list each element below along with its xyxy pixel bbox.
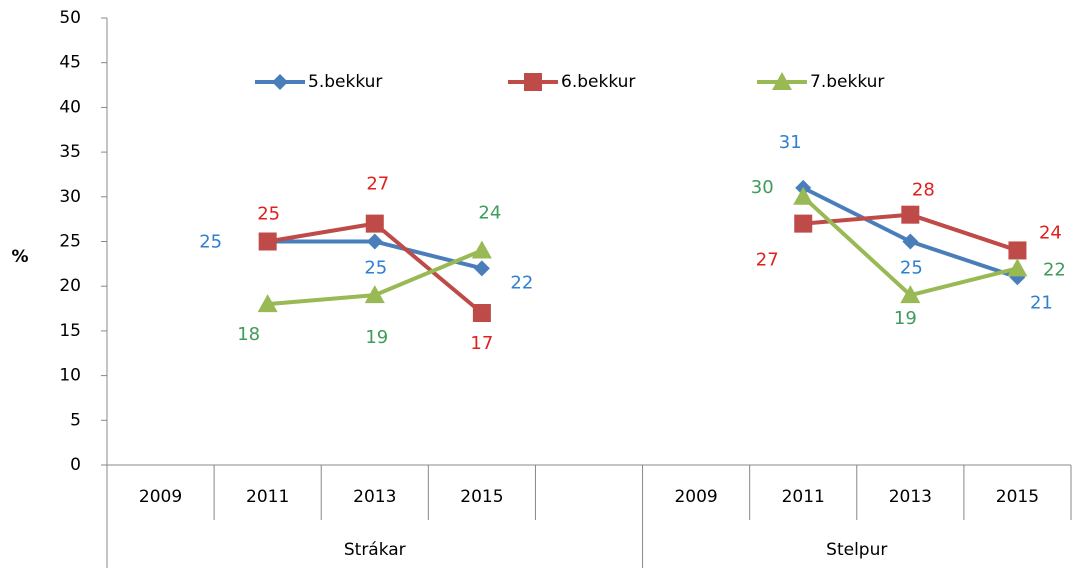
legend-marker [524,73,542,91]
data-label: 17 [470,333,493,354]
y-tick-label: 15 [59,321,81,341]
y-tick-label: 50 [59,8,81,28]
point [1008,241,1027,260]
point [902,233,919,250]
x-tick-label: 2015 [460,487,503,507]
data-label: 28 [912,180,935,201]
data-label: 19 [365,327,388,348]
data-label: 25 [257,204,280,225]
x-tick-label: 2011 [246,487,289,507]
data-label: 27 [756,250,779,271]
x-tick-label: 2013 [353,487,396,507]
x-tick-label: 2009 [139,487,182,507]
point [1007,258,1028,277]
legend-marker [772,72,792,90]
data-label: 19 [894,308,917,329]
point [471,240,492,259]
point [793,186,814,205]
point [365,214,384,233]
x-tick-label: 2013 [889,487,932,507]
y-tick-label: 30 [59,187,81,207]
legend-label: 6.bekkur [561,72,635,92]
x-tick-label: 2011 [782,487,825,507]
point [900,285,921,304]
point [257,294,278,313]
data-label: 22 [510,272,533,293]
legend-label: 5.bekkur [308,72,382,92]
data-label: 31 [779,132,802,153]
point [258,232,277,251]
y-tick-label: 20 [59,276,81,296]
data-label: 18 [237,324,260,345]
data-label: 24 [1039,222,1062,243]
y-tick-label: 25 [59,232,81,252]
legend-label: 7.bekkur [810,72,884,92]
data-label: 25 [900,258,923,279]
point [473,260,490,277]
y-tick-label: 45 [59,53,81,73]
point [366,233,383,250]
data-label: 21 [1030,292,1053,313]
legend-marker [272,74,288,90]
group-label: Strákar [344,540,406,560]
point [472,304,491,323]
y-tick-label: 0 [70,455,81,475]
y-tick-label: 40 [59,97,81,117]
data-label: 25 [364,258,387,279]
point [794,214,813,233]
group-label: Stelpur [826,540,887,560]
x-tick-label: 2009 [674,487,717,507]
y-tick-label: 35 [59,142,81,162]
point [901,205,920,224]
x-tick-label: 2015 [996,487,1039,507]
data-label: 30 [751,177,774,198]
data-label: 25 [199,232,222,253]
y-tick-label: 10 [59,366,81,386]
data-label: 27 [366,174,389,195]
y-axis-label: % [11,247,28,267]
data-label: 24 [478,202,501,223]
y-tick-label: 5 [70,410,81,430]
data-label: 22 [1043,259,1066,280]
point [364,285,385,304]
